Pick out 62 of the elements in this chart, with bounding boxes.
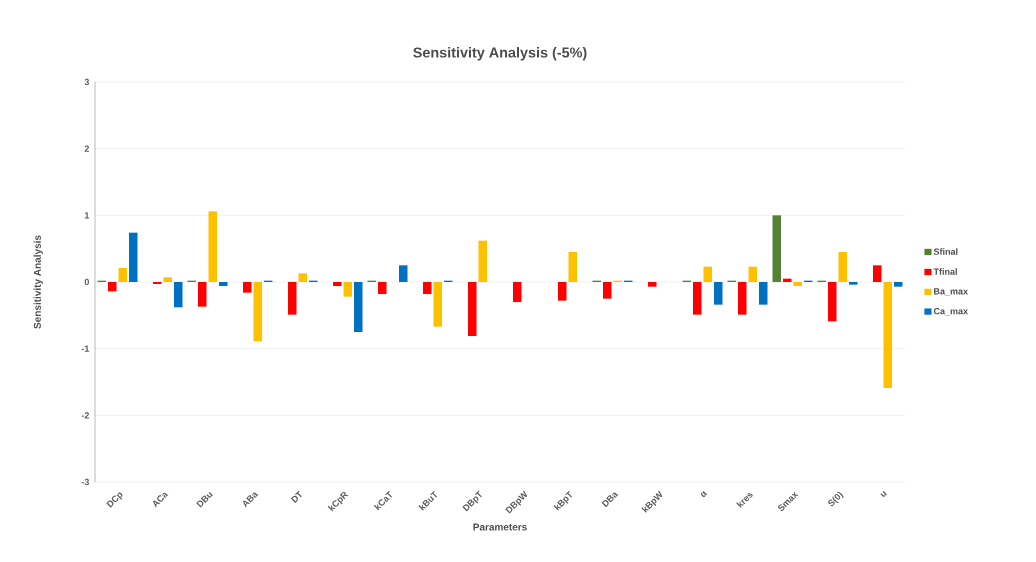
bar [783, 278, 792, 282]
y-tick-label: 1 [84, 212, 90, 219]
bar [759, 281, 768, 305]
bar [208, 211, 218, 282]
bar [399, 265, 408, 282]
bar [513, 281, 522, 302]
bar [423, 281, 432, 294]
bar [772, 215, 781, 282]
bar [153, 281, 162, 284]
y-tick-label: 2 [84, 145, 89, 152]
bar [849, 281, 858, 285]
x-tick-label: ACa [153, 492, 169, 508]
bar [748, 266, 757, 282]
bar [793, 281, 802, 286]
y-tick-label: -2 [81, 412, 89, 419]
x-axis-title: Parameters [473, 523, 527, 531]
x-tick-label: α [701, 490, 708, 497]
bar [433, 281, 442, 327]
bar [129, 232, 138, 282]
y-tick-label: -3 [81, 478, 90, 486]
chart-title: Sensitivity Analysis (-5%) [413, 47, 587, 61]
x-tick-label: u [880, 490, 887, 497]
bar [478, 240, 487, 282]
bar [253, 281, 263, 342]
bar [873, 265, 882, 282]
bar [468, 281, 477, 336]
bar [378, 281, 387, 294]
y-tick-label: -1 [81, 345, 90, 352]
bar [288, 281, 297, 315]
legend-label: Ba_max [934, 288, 968, 296]
y-tick-label: 3 [84, 78, 90, 86]
x-tick-label: S(0) [828, 491, 844, 507]
bar [198, 281, 207, 307]
bar [714, 281, 723, 305]
bar [558, 281, 567, 301]
bar [108, 281, 117, 292]
bar [174, 281, 183, 308]
bar [118, 267, 128, 282]
bar [343, 281, 353, 297]
y-tick-label: 0 [84, 278, 89, 286]
bar [894, 281, 903, 287]
bar [883, 281, 892, 388]
bar [568, 251, 578, 282]
legend-label: Ca_max [933, 307, 968, 316]
legend-label: Sfinal [933, 248, 958, 255]
bar [219, 281, 228, 286]
x-tick-label: DT [290, 490, 302, 503]
bar [603, 281, 612, 299]
bar [163, 277, 173, 282]
bar [354, 281, 363, 332]
bar [333, 281, 342, 286]
bar [838, 251, 847, 282]
bar [298, 273, 308, 282]
bar [738, 281, 747, 315]
y-axis-title: Sensitivity Analysis [33, 235, 43, 329]
bar [243, 281, 252, 293]
bar [828, 281, 837, 322]
bar [693, 281, 702, 315]
bar [648, 281, 657, 287]
bar [703, 266, 712, 282]
legend-label: Tfinal [933, 268, 957, 275]
x-tick-label: DBa [601, 492, 619, 508]
